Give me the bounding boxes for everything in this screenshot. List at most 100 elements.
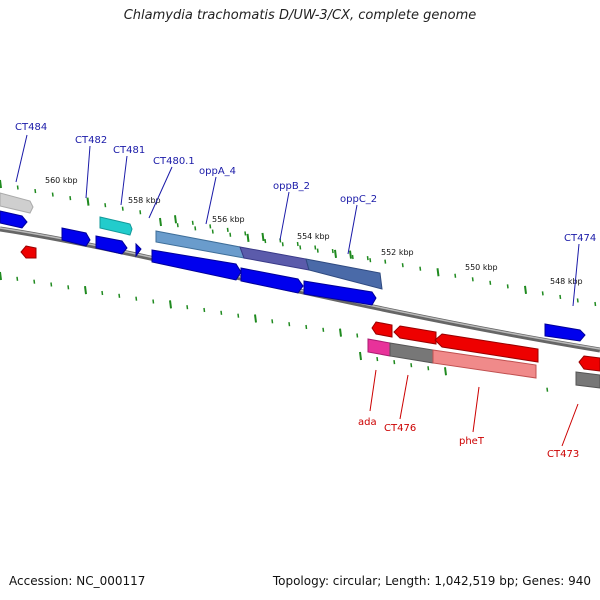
tick-mark [271, 319, 274, 324]
tick-mark [104, 203, 107, 208]
tick-mark [506, 284, 509, 289]
gene-label-ct482[interactable]: CT482 [75, 135, 107, 146]
gene-arrow-ct484-upper[interactable] [0, 192, 34, 214]
gene-arrow-ct484[interactable] [0, 210, 28, 229]
tick-mark [454, 273, 457, 278]
reverse-gene-track-lower [367, 338, 600, 389]
gene-arrow-oppA[interactable] [151, 249, 242, 281]
tick-mark [152, 299, 155, 304]
leader-line-oppB [279, 191, 290, 241]
gene-arrow-ct476-lower[interactable] [389, 342, 434, 364]
gene-label-ct473[interactable]: CT473 [547, 449, 579, 460]
gene-label-ct480-1[interactable]: CT480.1 [153, 156, 195, 167]
ruler-tick-label: 558 kbp [128, 196, 161, 205]
label-leader-lines [15, 134, 580, 447]
gene-label-ct476[interactable]: CT476 [384, 423, 416, 434]
leader-line-ct476 [399, 374, 409, 420]
tick-mark [322, 327, 325, 332]
tick-mark [209, 224, 212, 229]
tick-mark [264, 238, 267, 244]
leader-line-ada [369, 369, 377, 412]
gene-label-ada[interactable]: ada [358, 417, 377, 428]
gene-label-pheT[interactable]: pheT [459, 436, 485, 447]
gene-arrow-ct473-lower[interactable] [575, 371, 600, 389]
inner-tick-row-reverse [0, 271, 359, 338]
genome-summary: Topology: circular; Length: 1,042,519 bp… [272, 574, 591, 588]
ruler-tick-label: 550 kbp [465, 263, 498, 272]
ruler-tick-label: 556 kbp [212, 215, 245, 224]
tick-mark [67, 285, 70, 290]
tick-mark [356, 333, 359, 338]
tick-mark [191, 220, 194, 225]
tick-mark [369, 258, 372, 263]
ruler-tick-label: 560 kbp [45, 176, 78, 185]
gene-arrow-ct481-upper[interactable] [99, 216, 133, 236]
tick-mark [427, 366, 430, 371]
tick-mark [84, 286, 87, 295]
gene-label-oppA[interactable]: oppA_4 [199, 166, 236, 177]
gene-label-ct481[interactable]: CT481 [113, 145, 145, 156]
tick-mark [351, 254, 354, 260]
gene-arrow-ct485[interactable] [20, 245, 37, 259]
reverse-gene-labels: ada CT476 pheT CT473 [358, 417, 579, 460]
gene-arrow-ct482[interactable] [61, 227, 91, 247]
tick-mark [366, 256, 369, 261]
tick-mark [594, 301, 597, 307]
leader-line-ct480-1 [148, 166, 173, 219]
tick-mark [541, 291, 544, 296]
tick-mark [159, 217, 162, 227]
gene-arrow-oppC-upper[interactable] [305, 258, 383, 290]
lower-tick-row [359, 351, 549, 392]
gene-arrow-pheT[interactable] [434, 333, 539, 363]
tick-mark [314, 245, 317, 250]
tick-mark [135, 296, 138, 301]
ruler-tick-label: 554 kbp [297, 232, 330, 241]
gene-arrow-ct474[interactable] [544, 323, 586, 342]
leader-line-ct473 [561, 403, 579, 447]
tick-mark [0, 271, 2, 281]
tick-mark [211, 229, 214, 234]
leader-line-pheT [472, 386, 480, 433]
tick-mark [203, 307, 206, 313]
tick-mark [281, 242, 284, 247]
tick-mark [261, 232, 265, 242]
page-title: Chlamydia trachomatis D/UW-3/CX, complet… [123, 8, 477, 23]
leader-line-ct474 [572, 243, 580, 307]
leader-line-ct481 [120, 155, 128, 206]
tick-mark [546, 387, 549, 392]
gene-arrow-ada[interactable] [371, 321, 393, 338]
leader-line-oppC [347, 204, 358, 255]
tick-mark [186, 305, 189, 310]
outer-tick-row [0, 179, 597, 307]
gene-arrow-ct481[interactable] [95, 235, 128, 255]
gene-label-oppB[interactable]: oppB_2 [273, 181, 310, 192]
forward-gene-track [0, 210, 586, 342]
tick-mark [229, 232, 232, 237]
gene-arrow-oppB-upper[interactable] [239, 246, 310, 271]
tick-mark [244, 231, 247, 236]
tick-mark [401, 263, 404, 268]
gene-arrow-pheT-lower[interactable] [432, 349, 537, 379]
gene-label-ct484[interactable]: CT484 [15, 122, 47, 133]
tick-mark [288, 322, 291, 327]
gene-arrow-ct480-1[interactable] [135, 242, 142, 258]
gene-arrow-ada-lower[interactable] [367, 338, 391, 357]
tick-mark [118, 293, 121, 298]
leader-line-ct484 [15, 134, 28, 183]
gene-label-oppC[interactable]: oppC_2 [340, 194, 377, 205]
tick-mark [50, 282, 53, 287]
tick-mark [296, 241, 299, 247]
forward-gene-track-upper [0, 192, 383, 290]
tick-mark [176, 223, 179, 228]
gene-arrow-oppB[interactable] [240, 267, 304, 294]
gene-arrow-ct473[interactable] [578, 355, 600, 372]
gene-label-ct474[interactable]: CT474 [564, 233, 596, 244]
tick-mark [559, 294, 562, 300]
gene-arrow-oppC[interactable] [303, 280, 377, 306]
tick-mark [339, 328, 342, 337]
tick-mark [169, 300, 172, 309]
gene-arrow-ct476[interactable] [393, 325, 437, 345]
tick-mark [331, 248, 334, 254]
tick-mark [524, 285, 527, 294]
